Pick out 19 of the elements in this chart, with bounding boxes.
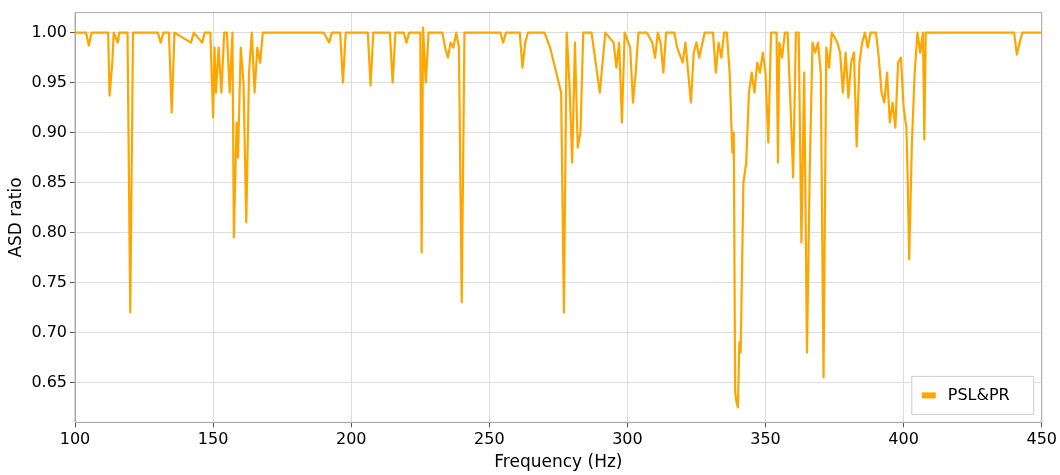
- y-tick-label: 1.00: [31, 21, 68, 41]
- y-axis-title: ASD ratio: [4, 177, 25, 258]
- x-tick-label: 350: [750, 429, 781, 449]
- y-tick-label: 0.80: [31, 221, 68, 241]
- y-tick-label: 0.65: [31, 371, 68, 391]
- legend-label: PSL&PR: [947, 384, 1010, 404]
- x-tick-label: 250: [474, 429, 505, 449]
- x-tick-label: 300: [612, 429, 643, 449]
- x-tick-label: 400: [888, 429, 919, 449]
- y-tick-label: 0.75: [31, 271, 68, 291]
- x-tick-label: 450: [1026, 429, 1057, 449]
- x-tick-label: 200: [335, 429, 367, 449]
- y-tick-label: 0.85: [31, 171, 68, 191]
- y-tick-label: 0.90: [31, 121, 68, 141]
- x-tick-label: 100: [59, 429, 91, 449]
- x-tick-label: 150: [197, 429, 229, 449]
- y-tick-label: 0.70: [31, 321, 68, 341]
- x-axis-title: Frequency (Hz): [494, 451, 623, 472]
- y-tick-label: 0.95: [31, 71, 68, 91]
